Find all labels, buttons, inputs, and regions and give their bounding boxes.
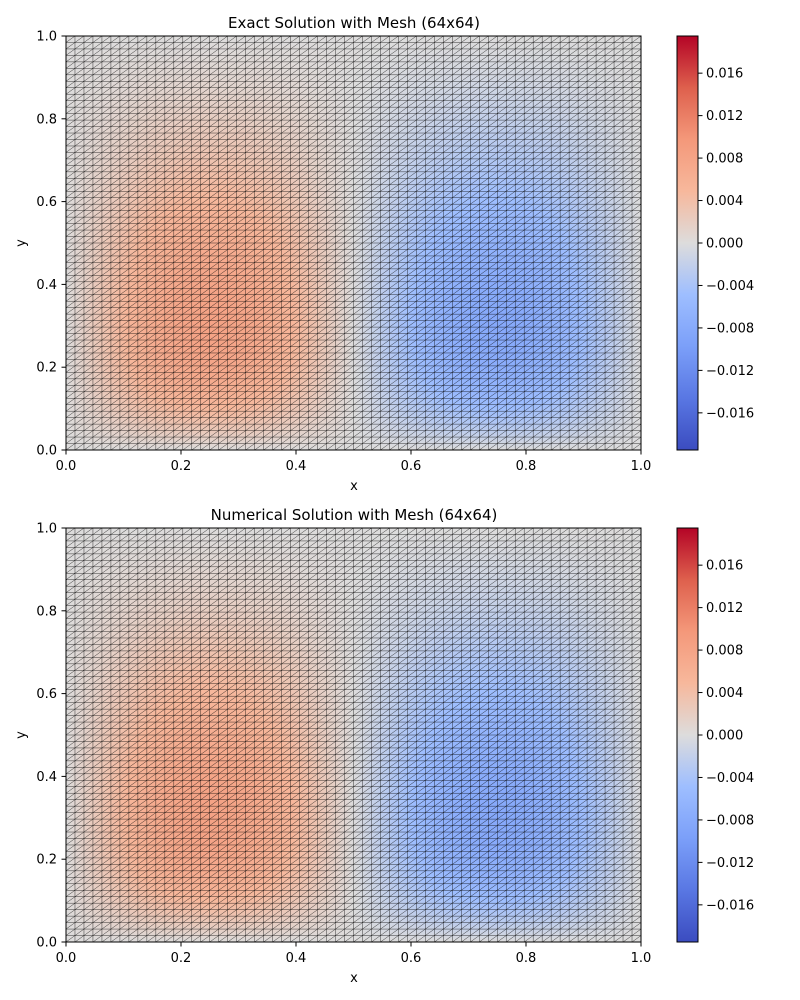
colorbar-tick-label: 0.000 <box>706 237 743 252</box>
colorbar-tick-label: 0.004 <box>706 686 743 701</box>
y-tick-label: 1.0 <box>36 30 57 45</box>
colorbar-tick-label: −0.016 <box>706 898 754 913</box>
y-tick-label: 0.0 <box>36 444 57 459</box>
colorbar-tick-label: −0.004 <box>706 771 754 786</box>
colorbar-tick-label: 0.012 <box>706 601 743 616</box>
colorbar-tick-label: 0.008 <box>706 152 743 167</box>
colorbar: −0.016 −0.012 −0.008 −0.004 0.000 0.004 0.008 0… <box>676 527 754 943</box>
y-tick-label: 0.2 <box>36 853 57 868</box>
x-tick-label: 1.0 <box>631 459 652 474</box>
x-tick-label: 0.0 <box>56 951 77 966</box>
colorbar-gradient <box>676 35 699 451</box>
x-axis-label: x <box>350 479 358 494</box>
x-tick-label: 0.2 <box>171 459 192 474</box>
x-tick-label: 0.8 <box>516 951 537 966</box>
y-tick-label: 0.8 <box>36 112 57 127</box>
colorbar-tick-label: 0.016 <box>706 559 743 574</box>
y-tick-label: 0.4 <box>36 770 57 785</box>
x-tick-label: 1.0 <box>631 951 652 966</box>
exact-solution-panel: Exact Solution with Mesh (64x64) 0.0 0.2… <box>14 14 754 494</box>
colorbar-tick-label: 0.004 <box>706 194 743 209</box>
colorbar-tick-label: −0.016 <box>706 406 754 421</box>
y-tick-label: 0.6 <box>36 687 57 702</box>
plot-area <box>65 527 642 943</box>
x-tick-label: 0.2 <box>171 951 192 966</box>
y-tick-label: 1.0 <box>36 522 57 537</box>
colorbar-ticks: −0.016 −0.012 −0.008 −0.004 0.000 0.004 0.008 0… <box>698 559 754 913</box>
colorbar-tick-label: −0.004 <box>706 279 754 294</box>
colorbar-ticks: −0.016 −0.012 −0.008 −0.004 0.000 0.004 0.008 0… <box>698 67 754 421</box>
colorbar-tick-label: 0.000 <box>706 729 743 744</box>
chart-title: Numerical Solution with Mesh (64x64) <box>211 506 498 524</box>
colorbar: −0.016 −0.012 −0.008 −0.004 0.000 0.004 0.008 0… <box>676 35 754 451</box>
x-axis: 0.0 0.2 0.4 0.6 0.8 1.0 x <box>56 450 652 494</box>
numerical-solution-panel: Numerical Solution with Mesh (64x64) 0.0… <box>14 506 754 986</box>
colorbar-tick-label: −0.008 <box>706 813 754 828</box>
y-axis: 0.0 0.2 0.4 0.6 0.8 1.0 y <box>14 30 66 459</box>
colorbar-tick-label: 0.016 <box>706 67 743 82</box>
colorbar-tick-label: 0.012 <box>706 109 743 124</box>
y-tick-label: 0.4 <box>36 278 57 293</box>
y-tick-label: 0.8 <box>36 604 57 619</box>
x-tick-label: 0.0 <box>56 459 77 474</box>
y-axis: 0.0 0.2 0.4 0.6 0.8 1.0 y <box>14 522 66 951</box>
x-tick-label: 0.4 <box>286 951 307 966</box>
colorbar-tick-label: −0.012 <box>706 364 754 379</box>
y-tick-label: 0.2 <box>36 361 57 376</box>
x-tick-label: 0.8 <box>516 459 537 474</box>
x-axis: 0.0 0.2 0.4 0.6 0.8 1.0 x <box>56 942 652 986</box>
x-axis-label: x <box>350 971 358 986</box>
colorbar-tick-label: −0.012 <box>706 856 754 871</box>
colorbar-gradient <box>676 527 699 943</box>
x-tick-label: 0.6 <box>401 459 422 474</box>
y-axis-label: y <box>14 731 29 739</box>
plot-area <box>65 35 642 451</box>
y-tick-label: 0.6 <box>36 195 57 210</box>
y-tick-label: 0.0 <box>36 936 57 951</box>
x-tick-label: 0.4 <box>286 459 307 474</box>
colorbar-tick-label: 0.008 <box>706 644 743 659</box>
axes-frame <box>65 35 642 451</box>
chart-title: Exact Solution with Mesh (64x64) <box>228 14 480 32</box>
y-axis-label: y <box>14 239 29 247</box>
x-tick-label: 0.6 <box>401 951 422 966</box>
axes-frame <box>65 527 642 943</box>
colorbar-tick-label: −0.008 <box>706 321 754 336</box>
